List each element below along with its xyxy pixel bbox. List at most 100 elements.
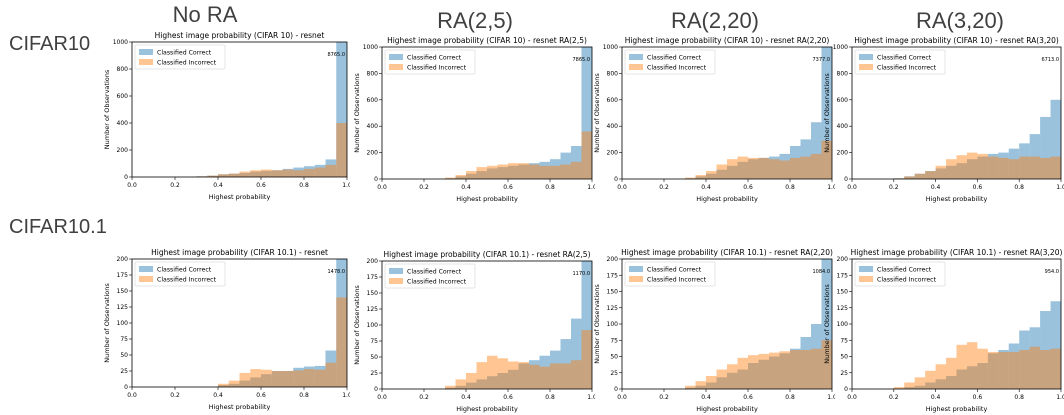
y-tick-label: 150: [117, 288, 129, 295]
column-header-ra-2-20: RA(2,20): [670, 8, 760, 33]
histogram-bar: [925, 171, 936, 179]
histogram-bar: [695, 381, 706, 389]
histogram-bar: [727, 165, 738, 179]
histogram-bar: [800, 337, 811, 389]
series-incorrect: [893, 342, 1061, 389]
histogram-bar: [239, 372, 251, 387]
histogram-bar: [779, 353, 790, 389]
x-tick-label: 0.4: [461, 394, 471, 401]
histogram-cifar10-ra-3-20: Highest image probability (CIFAR 10) - r…: [823, 36, 1064, 203]
histogram-bar: [1008, 159, 1020, 179]
histogram-bar: [261, 374, 272, 387]
y-tick-label: 75: [120, 336, 128, 343]
histogram-bar: [1029, 134, 1041, 179]
legend-label: Classified Correct: [647, 267, 702, 274]
histogram-bar: [293, 167, 304, 177]
y-tick-label: 200: [117, 147, 129, 154]
histogram-bar: [758, 359, 769, 389]
histogram-bar: [239, 380, 251, 387]
legend-label: Classified Incorrect: [877, 277, 937, 284]
histogram-bar: [811, 153, 822, 179]
histogram-bar: [476, 167, 487, 179]
histogram-bar: [282, 371, 294, 387]
histogram-bar: [737, 369, 748, 389]
x-tick-label: 0.8: [299, 392, 309, 399]
histogram-bar: [914, 377, 926, 389]
y-tick-label: 125: [837, 305, 849, 312]
y-tick-label: 75: [840, 337, 848, 344]
legend-label: Classified Incorrect: [647, 65, 707, 72]
legend-swatch: [389, 54, 403, 60]
histogram-bar: [1050, 99, 1061, 179]
y-tick-label: 25: [120, 368, 128, 375]
histogram-bar: [271, 170, 283, 177]
histogram-bar: [758, 157, 769, 179]
y-tick-label: 200: [367, 258, 379, 265]
histogram-bar: [946, 165, 957, 179]
y-tick-label: 600: [607, 97, 619, 104]
histogram-bar: [790, 157, 801, 179]
histogram-bar: [550, 350, 561, 389]
y-tick-label: 1000: [113, 39, 128, 46]
histogram-bar: [571, 161, 582, 179]
histogram-bar: [946, 159, 957, 179]
y-tick-label: 50: [120, 352, 128, 359]
y-tick-label: 1000: [603, 44, 618, 51]
histogram-bar: [228, 380, 240, 387]
legend-swatch: [389, 268, 403, 274]
histogram-bar: [1040, 311, 1051, 389]
histogram-bar: [998, 350, 1009, 389]
histogram-bar: [987, 156, 999, 179]
y-tick-label: 400: [367, 123, 379, 130]
histogram-bar: [550, 159, 561, 179]
x-axis-label: Highest probability: [696, 405, 758, 413]
histogram-bar: [282, 168, 294, 177]
histogram-bar: [304, 168, 315, 177]
histogram-bar: [518, 362, 529, 389]
x-tick-label: 0.0: [847, 184, 857, 191]
y-tick-label: 200: [607, 256, 619, 263]
y-tick-label: 0: [614, 386, 618, 393]
histogram-bar: [1040, 350, 1051, 389]
histogram-bar: [445, 177, 456, 179]
histogram-bar: [925, 370, 936, 389]
histogram-bar: [529, 163, 540, 179]
histogram-bar: [466, 382, 477, 389]
histogram-bar: [716, 164, 727, 179]
histogram-bar: [956, 344, 967, 389]
histogram-bar: [695, 175, 706, 179]
histogram-bar: [706, 382, 717, 389]
histogram-bar: [261, 170, 272, 177]
x-tick-label: 0.8: [1014, 184, 1024, 191]
histogram-bar: [1050, 156, 1061, 179]
histogram-bar: [904, 176, 915, 179]
legend: Classified Correct Classified Incorrect: [384, 49, 476, 75]
histogram-cifar10-resnet: Highest image probability (CIFAR 10) - r…: [103, 31, 350, 201]
histogram-bar: [811, 324, 822, 389]
histogram-bar: [737, 156, 748, 179]
x-axis-label: Highest probability: [456, 195, 518, 203]
histogram-bar: [455, 379, 466, 389]
histogram-bar: [946, 376, 957, 389]
histogram-bar: [977, 153, 988, 179]
series-incorrect: [685, 140, 832, 179]
y-tick-label: 800: [837, 70, 849, 77]
legend-label: Classified Incorrect: [157, 60, 217, 67]
histogram-bar: [560, 363, 571, 389]
histogram-bar: [716, 369, 727, 389]
histogram-bar: [998, 152, 1009, 179]
bin-count-label: 954.0: [1045, 269, 1059, 275]
histogram-bar: [560, 339, 571, 389]
y-tick-label: 600: [117, 93, 129, 100]
histogram-bar: [779, 160, 790, 179]
y-tick-label: 600: [367, 97, 379, 104]
x-tick-label: 0.0: [127, 182, 137, 189]
histogram-bar: [445, 387, 456, 389]
histogram-bar: [518, 363, 529, 389]
y-tick-label: 25: [610, 370, 618, 377]
histogram-bar: [336, 259, 347, 387]
x-axis-label: Highest probability: [456, 405, 518, 413]
x-tick-label: 0.6: [973, 394, 983, 401]
y-tick-label: 150: [837, 289, 849, 296]
histogram-bar: [476, 379, 487, 389]
